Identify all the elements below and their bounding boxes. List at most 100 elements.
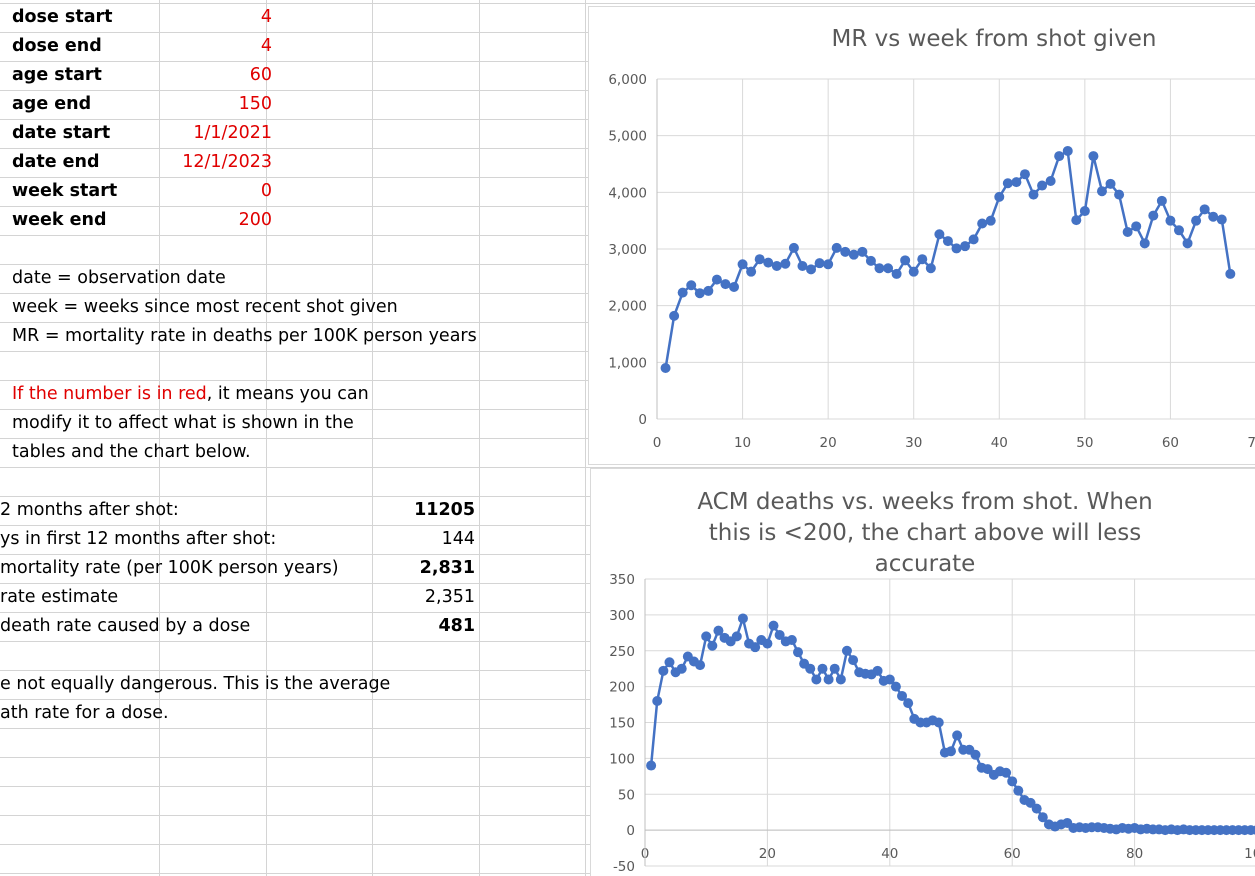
data-point[interactable]	[694, 288, 705, 299]
data-point[interactable]	[1011, 177, 1022, 188]
chart-acm-deaths[interactable]: ACM deaths vs. weeks from shot. When thi…	[590, 468, 1255, 876]
data-point[interactable]	[848, 249, 859, 260]
data-point[interactable]	[865, 255, 876, 266]
data-point[interactable]	[1199, 204, 1210, 215]
data-point[interactable]	[793, 647, 803, 658]
data-point[interactable]	[1208, 211, 1219, 222]
data-point[interactable]	[1148, 210, 1159, 221]
data-point[interactable]	[652, 695, 663, 706]
data-point[interactable]	[676, 663, 687, 674]
data-point[interactable]	[1216, 214, 1227, 225]
data-point[interactable]	[1007, 776, 1018, 787]
data-point[interactable]	[1088, 151, 1099, 162]
data-point[interactable]	[754, 254, 765, 265]
data-point[interactable]	[677, 287, 688, 298]
data-point[interactable]	[968, 234, 979, 245]
data-point[interactable]	[1252, 825, 1255, 835]
data-point[interactable]	[1139, 238, 1150, 249]
data-point[interactable]	[829, 663, 840, 674]
data-point[interactable]	[903, 698, 914, 709]
data-point[interactable]	[841, 645, 852, 656]
data-point[interactable]	[780, 258, 791, 269]
data-point[interactable]	[768, 620, 779, 631]
data-point[interactable]	[1131, 221, 1142, 232]
data-point[interactable]	[703, 285, 714, 296]
param-value-age-start[interactable]: 60	[249, 65, 272, 85]
data-point[interactable]	[1173, 225, 1184, 236]
data-point[interactable]	[835, 674, 846, 685]
data-point[interactable]	[669, 310, 680, 321]
data-point[interactable]	[1105, 178, 1116, 189]
data-point[interactable]	[1114, 189, 1125, 200]
data-point[interactable]	[1037, 180, 1048, 191]
data-point[interactable]	[840, 246, 851, 257]
chart-mr-vs-week[interactable]: MR vs week from shot given 0 1,000 2,000 3,…	[588, 6, 1255, 465]
param-value-week-start[interactable]: 0	[260, 181, 272, 201]
param-value-dose-start[interactable]: 4	[260, 7, 272, 27]
data-point[interactable]	[952, 730, 963, 741]
data-point[interactable]	[934, 229, 945, 240]
data-point[interactable]	[883, 263, 894, 274]
param-value-age-end[interactable]: 150	[238, 94, 272, 114]
data-point[interactable]	[970, 749, 981, 760]
data-point[interactable]	[946, 746, 956, 757]
data-point[interactable]	[1013, 785, 1024, 796]
data-point[interactable]	[737, 259, 748, 270]
data-point[interactable]	[933, 717, 944, 728]
data-point[interactable]	[774, 629, 785, 640]
data-point[interactable]	[707, 640, 718, 651]
data-point[interactable]	[1054, 151, 1065, 162]
data-point[interactable]	[817, 663, 828, 674]
data-point[interactable]	[1062, 145, 1073, 156]
data-point[interactable]	[713, 625, 724, 636]
data-point[interactable]	[900, 255, 911, 266]
data-point[interactable]	[762, 638, 773, 649]
data-point[interactable]	[806, 264, 817, 275]
data-point[interactable]	[1165, 215, 1176, 226]
data-point[interactable]	[857, 246, 868, 257]
data-point[interactable]	[872, 665, 883, 676]
data-point[interactable]	[788, 242, 799, 253]
data-point[interactable]	[977, 218, 988, 229]
data-point[interactable]	[1071, 215, 1082, 226]
param-value-dose-end[interactable]: 4	[260, 36, 272, 56]
data-point[interactable]	[1028, 189, 1039, 200]
data-point[interactable]	[786, 634, 797, 645]
data-point[interactable]	[1191, 215, 1202, 226]
data-point[interactable]	[874, 263, 885, 274]
data-point[interactable]	[1045, 176, 1056, 186]
data-point[interactable]	[660, 363, 671, 373]
data-point[interactable]	[823, 674, 834, 685]
data-point[interactable]	[763, 257, 774, 268]
data-point[interactable]	[848, 655, 859, 666]
data-point[interactable]	[746, 266, 757, 277]
data-point[interactable]	[942, 236, 953, 247]
data-point[interactable]	[701, 631, 712, 642]
data-point[interactable]	[1019, 169, 1030, 180]
data-point[interactable]	[1002, 178, 1013, 189]
data-point[interactable]	[884, 674, 895, 685]
data-point[interactable]	[1182, 238, 1193, 249]
data-point[interactable]	[1031, 803, 1042, 814]
data-point[interactable]	[1096, 186, 1107, 197]
data-point[interactable]	[925, 263, 936, 274]
data-point[interactable]	[686, 280, 697, 291]
data-point[interactable]	[951, 243, 962, 254]
param-value-week-end[interactable]: 200	[238, 210, 272, 230]
data-point[interactable]	[908, 266, 919, 277]
data-point[interactable]	[1156, 195, 1167, 206]
data-point[interactable]	[891, 268, 902, 279]
data-point[interactable]	[646, 760, 657, 771]
data-point[interactable]	[797, 261, 808, 271]
data-point[interactable]	[831, 242, 842, 253]
data-point[interactable]	[897, 690, 908, 701]
data-point[interactable]	[823, 259, 834, 270]
data-point[interactable]	[917, 254, 928, 265]
data-point[interactable]	[750, 642, 761, 653]
data-point[interactable]	[960, 241, 971, 252]
param-value-date-end[interactable]: 12/1/2023	[182, 152, 272, 172]
data-point[interactable]	[1037, 812, 1048, 823]
param-value-date-start[interactable]: 1/1/2021	[193, 123, 272, 143]
data-point[interactable]	[814, 258, 825, 269]
data-point[interactable]	[1079, 206, 1090, 217]
